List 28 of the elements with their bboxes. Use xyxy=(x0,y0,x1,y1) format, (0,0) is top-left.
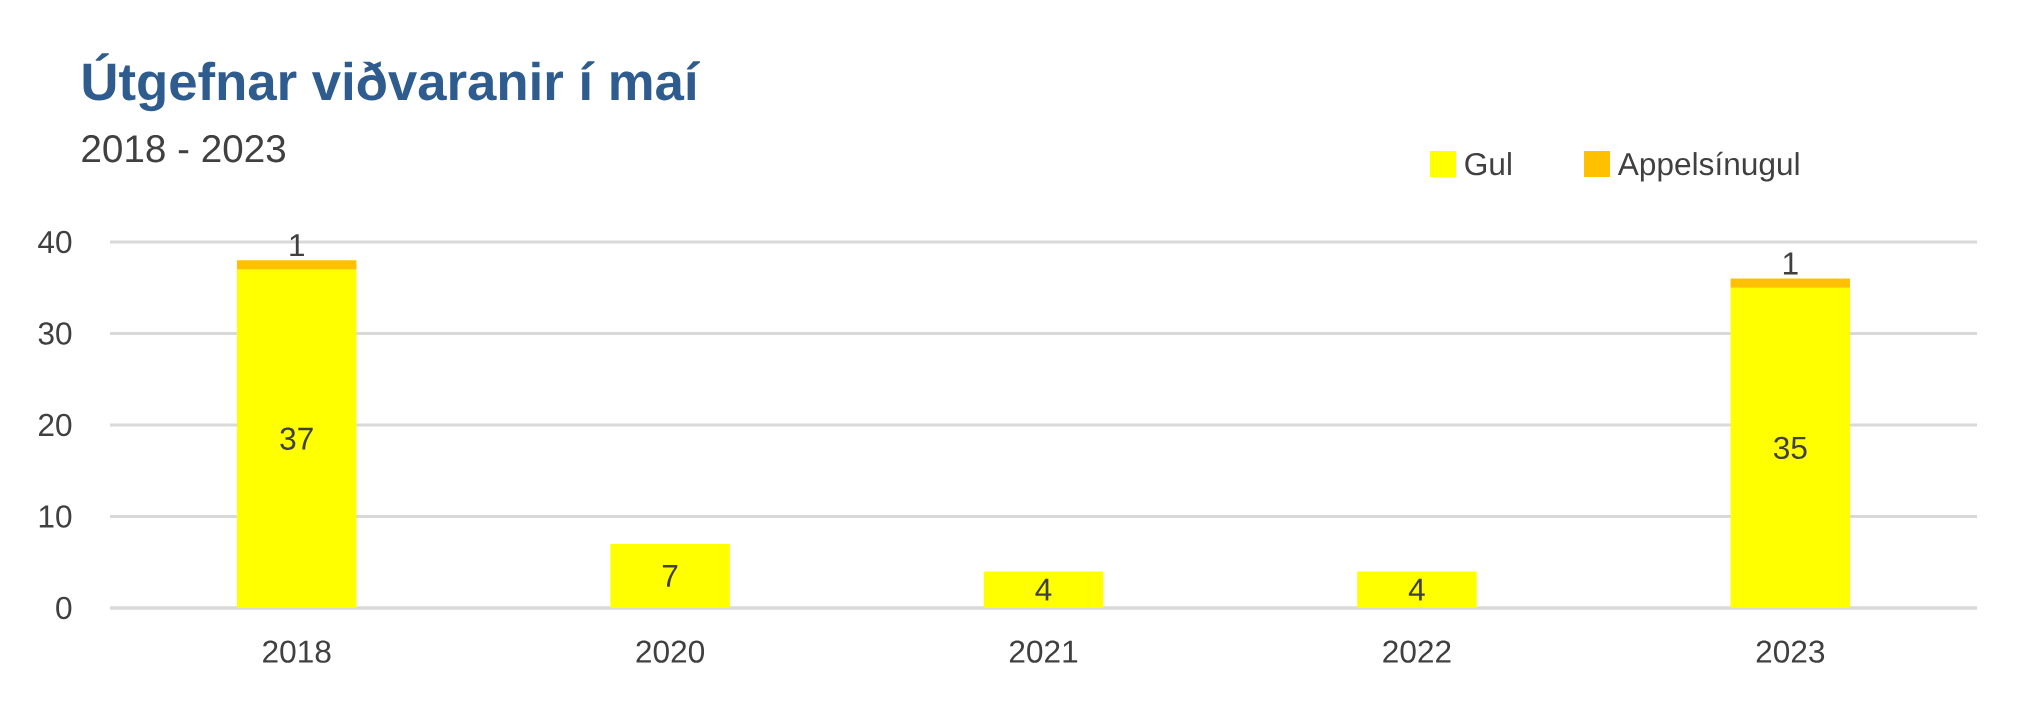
x-tick-label: 2018 xyxy=(263,640,331,663)
data-label: 4 xyxy=(1035,578,1052,601)
bar xyxy=(1730,278,1851,288)
legend-label: Appelsínugul xyxy=(1617,151,1799,182)
bar xyxy=(236,269,357,608)
y-tick-label: 40 xyxy=(38,230,72,254)
bar xyxy=(1357,571,1477,608)
legend-label: Gul xyxy=(1465,152,1511,176)
chart-subtitle: 2018 - 2023 xyxy=(82,135,286,163)
x-tick-label: 2021 xyxy=(1009,640,1078,663)
x-tick-label: 2020 xyxy=(636,640,705,663)
data-label: 1 xyxy=(1783,252,1798,275)
data-label: 4 xyxy=(1408,578,1425,601)
y-tick-label: 20 xyxy=(39,413,72,437)
y-tick-label: 0 xyxy=(56,596,72,620)
y-tick-label: 30 xyxy=(38,322,72,345)
x-tick-label: 2022 xyxy=(1383,640,1451,663)
data-label: 37 xyxy=(280,427,313,450)
y-tick-label: 10 xyxy=(39,505,72,528)
x-tick-label: 2023 xyxy=(1756,640,1825,663)
data-label: 1 xyxy=(290,234,304,257)
bar xyxy=(983,571,1104,608)
data-label: 35 xyxy=(1773,436,1807,460)
chart-title: Útgefnar viðvaranir í maí xyxy=(83,53,700,112)
bar xyxy=(610,543,730,608)
bar xyxy=(1730,287,1851,608)
data-label: 7 xyxy=(662,565,678,587)
bar xyxy=(236,260,357,270)
